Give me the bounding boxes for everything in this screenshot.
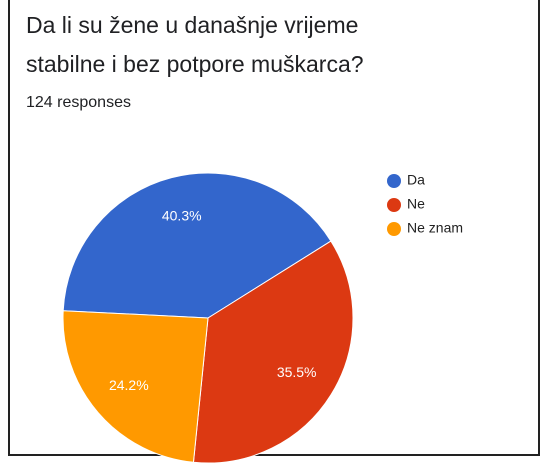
- legend-label: Ne: [407, 196, 425, 212]
- slice-label: 40.3%: [162, 208, 202, 224]
- card-frame: [8, 0, 540, 456]
- pie-slice: [62, 172, 332, 319]
- slice-label: 35.5%: [277, 364, 317, 380]
- response-count: 124 responses: [26, 94, 131, 111]
- legend-swatch: [387, 198, 401, 212]
- legend-label: Ne znam: [407, 220, 463, 236]
- pie-slice: [62, 310, 209, 463]
- legend-label: Da: [407, 172, 425, 188]
- slice-label: 24.2%: [109, 377, 149, 393]
- legend-swatch: [387, 222, 401, 236]
- pie-slice: [192, 240, 354, 464]
- legend-swatch: [387, 174, 401, 188]
- question-title: Da li su žene u današnje vrijeme stabiln…: [26, 12, 364, 77]
